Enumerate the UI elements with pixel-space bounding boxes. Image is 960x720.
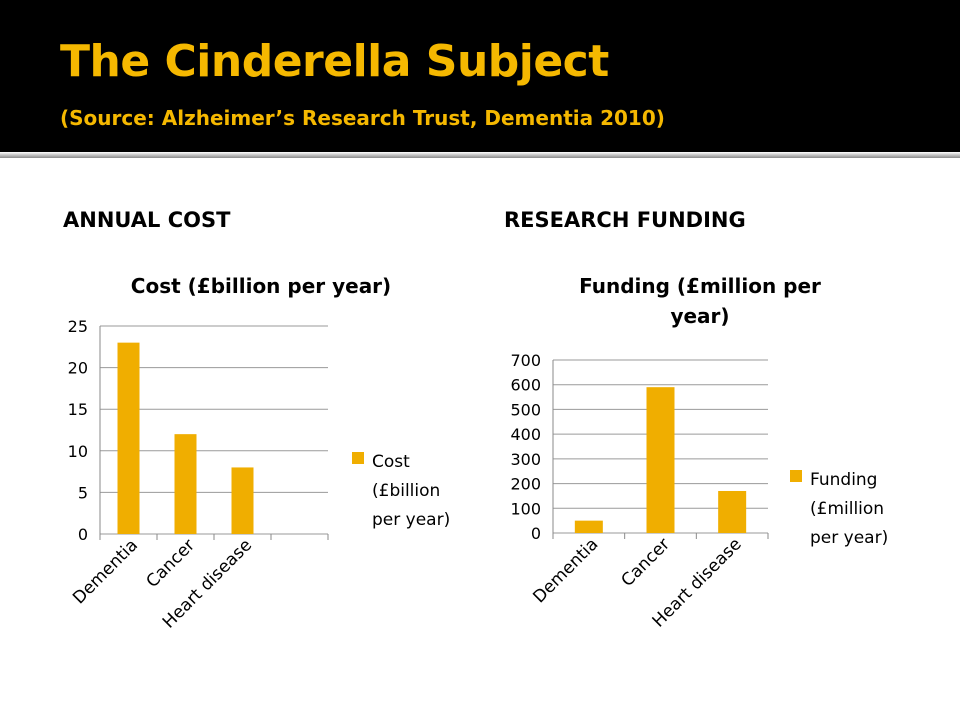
bar-cancer: [174, 434, 197, 534]
research-funding-heading: RESEARCH FUNDING: [504, 208, 746, 232]
y-tick-label: 15: [68, 400, 88, 419]
legend-label: (£million: [810, 499, 884, 519]
legend-label: (£billion: [372, 481, 440, 501]
y-tick-label: 400: [510, 425, 541, 444]
y-tick-label: 100: [510, 499, 541, 518]
chart-title-line: Cost (£billion per year): [131, 274, 391, 298]
x-tick-label: Dementia: [529, 534, 602, 607]
y-tick-label: 25: [68, 317, 88, 336]
slide-header: The Cinderella Subject (Source: Alzheime…: [0, 0, 960, 152]
cost-chart: Cost (£billion per year)0510152025Dement…: [68, 274, 451, 632]
chart-title-line: year): [670, 304, 729, 328]
y-tick-label: 10: [68, 442, 88, 461]
slide-subtitle: (Source: Alzheimer’s Research Trust, Dem…: [60, 106, 665, 130]
bar-cancer: [646, 387, 675, 533]
slide-content: ANNUAL COST RESEARCH FUNDING Cost (£bill…: [0, 158, 960, 720]
slide-title: The Cinderella Subject: [60, 36, 609, 87]
y-tick-label: 600: [510, 376, 541, 395]
y-tick-label: 300: [510, 450, 541, 469]
y-tick-label: 0: [531, 524, 541, 543]
y-tick-label: 5: [78, 483, 88, 502]
legend-swatch: [790, 470, 802, 482]
y-tick-label: 0: [78, 525, 88, 544]
y-tick-label: 500: [510, 400, 541, 419]
y-tick-label: 20: [68, 359, 88, 378]
legend-label: per year): [810, 528, 888, 548]
legend-label: Funding: [810, 470, 877, 490]
legend-label: Cost: [372, 452, 410, 472]
bar-dementia: [574, 520, 603, 533]
header-divider: [0, 152, 960, 158]
bar-heart-disease: [231, 467, 254, 534]
x-tick-label: Cancer: [618, 534, 674, 590]
bar-dementia: [117, 342, 140, 534]
legend-label: per year): [372, 510, 450, 530]
y-tick-label: 700: [510, 351, 541, 370]
annual-cost-heading: ANNUAL COST: [63, 208, 231, 232]
y-tick-label: 200: [510, 475, 541, 494]
funding-chart: Funding (£million per year) 0 100 200 300 400 5…: [510, 274, 888, 631]
chart-title-line: Funding (£million per: [579, 274, 821, 298]
bar-heart-disease: [718, 490, 747, 533]
legend-swatch: [352, 452, 364, 464]
